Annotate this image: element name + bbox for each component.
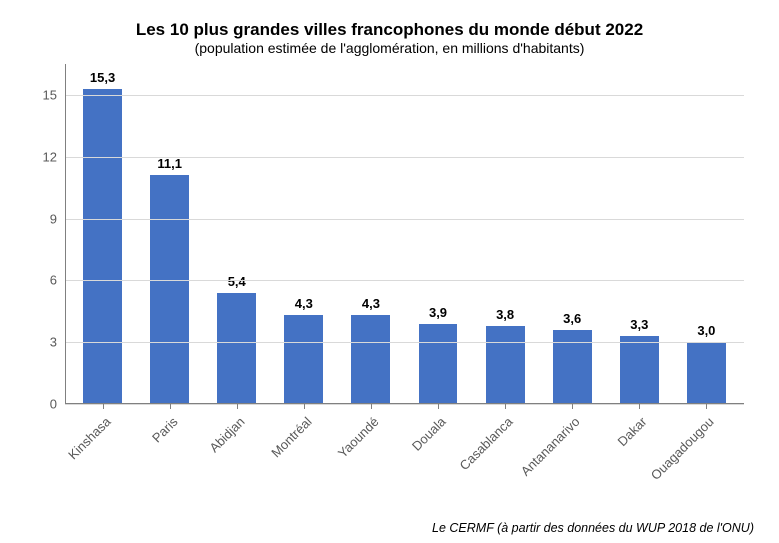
- x-label-slot: Yaoundé: [337, 404, 404, 484]
- bar-slot: 4,3: [337, 64, 404, 404]
- x-label-slot: Antananarivo: [539, 404, 606, 484]
- x-axis-label: Dakar: [615, 414, 650, 449]
- y-axis-line: [65, 64, 66, 404]
- x-tick: [170, 404, 171, 409]
- x-tick: [572, 404, 573, 409]
- x-tick: [103, 404, 104, 409]
- x-axis-label: Douala: [409, 414, 449, 454]
- bar-slot: 3,3: [606, 64, 673, 404]
- bar: [83, 89, 122, 404]
- x-tick: [505, 404, 506, 409]
- x-tick: [237, 404, 238, 409]
- x-axis-label: Kinshasa: [65, 414, 113, 462]
- chart-subtitle: (population estimée de l'agglomération, …: [25, 40, 754, 56]
- plot-area: 15,311,15,44,34,33,93,83,63,33,0 0369121…: [65, 64, 744, 404]
- gridline: [65, 280, 744, 281]
- y-tick-label: 12: [43, 149, 65, 164]
- y-tick-label: 0: [50, 397, 65, 412]
- x-tick: [639, 404, 640, 409]
- y-tick-label: 6: [50, 273, 65, 288]
- bar: [620, 336, 659, 404]
- gridline: [65, 95, 744, 96]
- bar-value-label: 4,3: [295, 296, 313, 311]
- bar-slot: 3,6: [539, 64, 606, 404]
- x-label-slot: Abidjan: [203, 404, 270, 484]
- x-label-slot: Montréal: [270, 404, 337, 484]
- bar-slot: 3,0: [673, 64, 740, 404]
- x-label-slot: Ouagadougou: [673, 404, 740, 484]
- bar-slot: 15,3: [69, 64, 136, 404]
- bar: [419, 324, 458, 404]
- bar-value-label: 3,6: [563, 311, 581, 326]
- bar: [351, 315, 390, 404]
- title-block: Les 10 plus grandes villes francophones …: [25, 20, 754, 56]
- x-axis-label: Montréal: [268, 414, 314, 460]
- bar-slot: 3,8: [472, 64, 539, 404]
- bar: [150, 175, 189, 404]
- bar-value-label: 3,0: [697, 323, 715, 338]
- gridline: [65, 219, 744, 220]
- x-label-slot: Paris: [136, 404, 203, 484]
- bars-group: 15,3 11,1 5,4 4,3 4,3 3,9 3,8 3,6 3,3 3,0: [65, 64, 744, 404]
- bar: [486, 326, 525, 404]
- bar-value-label: 3,9: [429, 305, 447, 320]
- bar: [687, 342, 726, 404]
- x-axis-label: Yaoundé: [335, 414, 382, 461]
- y-tick-label: 3: [50, 335, 65, 350]
- bar-value-label: 11,1: [157, 156, 182, 171]
- y-tick-label: 15: [43, 87, 65, 102]
- x-tick: [438, 404, 439, 409]
- bar-value-label: 15,3: [90, 70, 115, 85]
- bar: [553, 330, 592, 404]
- x-axis-label: Abidjan: [206, 414, 247, 455]
- x-axis-label: Paris: [149, 414, 181, 446]
- bar-slot: 3,9: [404, 64, 471, 404]
- chart-title: Les 10 plus grandes villes francophones …: [25, 20, 754, 40]
- bar: [217, 293, 256, 404]
- x-tick: [304, 404, 305, 409]
- bar: [284, 315, 323, 404]
- x-tick: [706, 404, 707, 409]
- gridline: [65, 157, 744, 158]
- x-axis-labels: Kinshasa Paris Abidjan Montréal Yaoundé Doual…: [65, 404, 744, 484]
- chart-container: Les 10 plus grandes villes francophones …: [0, 0, 779, 543]
- bar-value-label: 3,3: [630, 317, 648, 332]
- bar-slot: 11,1: [136, 64, 203, 404]
- gridline: [65, 342, 744, 343]
- bar-value-label: 3,8: [496, 307, 514, 322]
- bar-value-label: 4,3: [362, 296, 380, 311]
- x-label-slot: Kinshasa: [69, 404, 136, 484]
- x-tick: [371, 404, 372, 409]
- bar-slot: 5,4: [203, 64, 270, 404]
- bar-slot: 4,3: [270, 64, 337, 404]
- x-label-slot: Douala: [404, 404, 471, 484]
- source-note: Le CERMF (à partir des données du WUP 20…: [432, 521, 754, 535]
- y-tick-label: 9: [50, 211, 65, 226]
